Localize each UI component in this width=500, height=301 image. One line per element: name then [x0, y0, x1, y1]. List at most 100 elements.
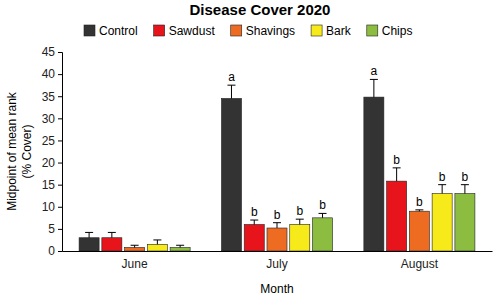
plot: 0 5 10 15 20 25 30 35 40 45 June July August a a b b b b b b… [42, 45, 493, 270]
legend: Control Sawdust Shavings Bark Chips [84, 24, 412, 38]
y-tick-label: 30 [42, 112, 56, 126]
y-tick: 10 [42, 200, 62, 214]
bar [221, 98, 241, 251]
bars [79, 97, 475, 251]
annotation: a [371, 64, 378, 78]
x-tick: June [122, 251, 148, 271]
bar [313, 218, 333, 251]
y-tick-label: 40 [42, 67, 56, 81]
bar [409, 211, 429, 251]
error-bar-cap [176, 245, 184, 246]
bar [455, 194, 475, 251]
chart: Disease Cover 2020 0 5 10 15 20 25 30 35 40 45 June… [0, 0, 500, 301]
annotation: b [251, 205, 258, 219]
bar [147, 244, 167, 251]
y-tick-label: 10 [42, 200, 56, 214]
error-bar-cap [131, 245, 139, 246]
legend-swatch [84, 25, 95, 36]
legend-label: Bark [326, 24, 352, 38]
y-tick: 20 [42, 156, 62, 170]
y-tick: 0 [48, 244, 62, 258]
y-axis-title: (% Cover) [20, 124, 34, 178]
y-tick-label: 45 [42, 45, 56, 59]
bar [267, 228, 287, 251]
legend-swatch [231, 25, 242, 36]
bar [102, 238, 122, 251]
legend-item: Control [84, 24, 138, 38]
bar [125, 247, 145, 251]
y-tick-label: 0 [48, 244, 55, 258]
y-tick-label: 35 [42, 90, 56, 104]
bar [290, 224, 310, 251]
y-tick: 45 [42, 45, 62, 59]
annotations: aabbbbbbbb [228, 64, 468, 221]
y-tick-mark [58, 207, 62, 208]
y-axis: 0 5 10 15 20 25 30 35 40 45 [42, 45, 63, 258]
bar [364, 97, 384, 251]
legend-label: Sawdust [169, 24, 216, 38]
x-tick: August [401, 251, 439, 271]
y-tick-label: 5 [48, 222, 55, 236]
bar [79, 238, 99, 251]
error-bar-cap [461, 184, 469, 185]
y-tick: 15 [42, 178, 62, 192]
annotation: b [319, 198, 326, 212]
y-tick-mark [58, 185, 62, 186]
legend-label: Shavings [246, 24, 295, 38]
error-bar-cap [273, 222, 281, 223]
legend-item: Chips [367, 24, 413, 38]
error-bar-cap [319, 213, 327, 214]
annotation: b [462, 170, 469, 184]
legend-item: Bark [311, 24, 352, 38]
error-bar-cap [153, 239, 161, 240]
legend-swatch [367, 25, 378, 36]
x-tick-label: June [122, 257, 148, 271]
y-tick-mark [58, 140, 62, 141]
legend-swatch [154, 25, 165, 36]
annotation: b [274, 208, 281, 222]
y-tick: 25 [42, 134, 62, 148]
y-tick-label: 15 [42, 178, 56, 192]
legend-label: Control [99, 24, 138, 38]
annotation: b [416, 195, 423, 209]
x-tick-label: August [401, 257, 439, 271]
marks [79, 79, 475, 251]
y-tick-mark [58, 52, 62, 53]
error-bar-cap [108, 232, 116, 233]
y-tick-mark [58, 251, 62, 252]
x-axis-line [63, 251, 493, 252]
error-bar-cap [296, 219, 304, 220]
bar [170, 247, 190, 251]
y-tick: 5 [48, 222, 62, 236]
legend-item: Sawdust [154, 24, 216, 38]
x-axis-title: Month [260, 282, 293, 296]
y-tick-mark [58, 118, 62, 119]
bar [387, 181, 407, 251]
annotation: a [228, 70, 235, 84]
title: Disease Cover 2020 [190, 1, 331, 18]
error-bar-cap [250, 220, 258, 221]
y-tick-mark [58, 229, 62, 230]
error-bar-cap [438, 184, 446, 185]
legend-item: Shavings [231, 24, 295, 38]
bar [244, 224, 264, 251]
y-tick-mark [58, 163, 62, 164]
annotation: b [439, 170, 446, 184]
y-tick: 35 [42, 90, 62, 104]
x-tick: July [266, 251, 287, 271]
legend-label: Chips [382, 24, 413, 38]
bar [432, 194, 452, 251]
error-bar-cap [85, 232, 93, 233]
error-bar-cap [393, 167, 401, 168]
x-tick-label: July [266, 257, 287, 271]
y-tick-mark [58, 74, 62, 75]
y-tick-mark [58, 96, 62, 97]
x-axis: June July August [63, 251, 493, 271]
y-tick: 40 [42, 67, 62, 81]
error-bar-cap [415, 209, 423, 210]
error-bar-cap [227, 85, 235, 86]
annotation: b [296, 204, 303, 218]
y-axis-title: Midpoint of mean rank [5, 91, 19, 211]
y-tick-label: 25 [42, 134, 56, 148]
error-bar-cap [370, 79, 378, 80]
